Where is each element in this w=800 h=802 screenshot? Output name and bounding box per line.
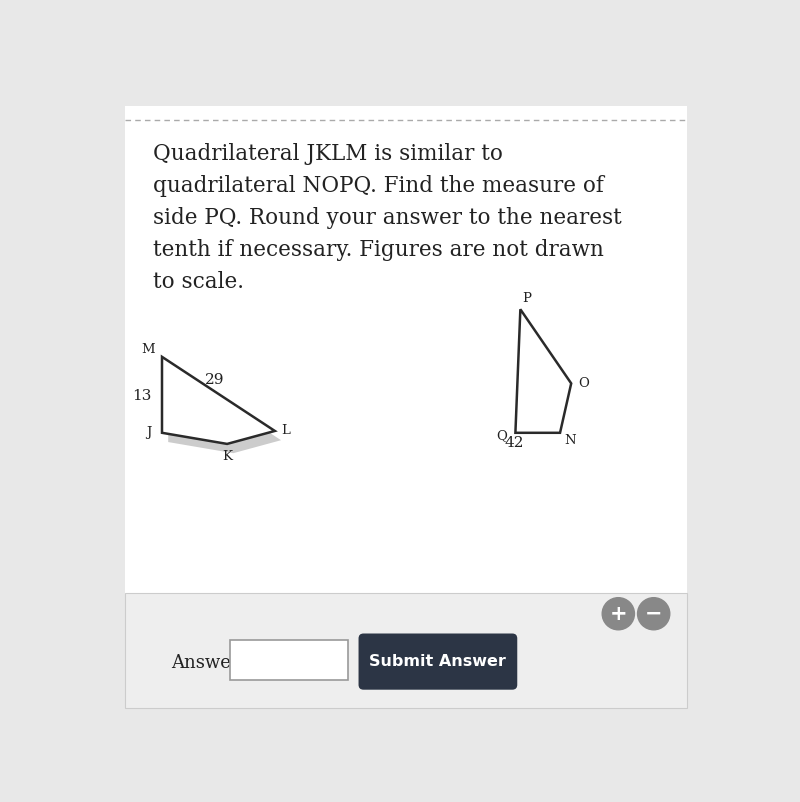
Text: Quadrilateral JKLM is similar to
quadrilateral NOPQ. Find the measure of
side PQ: Quadrilateral JKLM is similar to quadril… xyxy=(153,143,622,294)
Text: 29: 29 xyxy=(205,373,225,387)
Text: O: O xyxy=(578,377,589,390)
Text: Q: Q xyxy=(496,429,507,442)
Text: K: K xyxy=(222,450,232,463)
Text: +: + xyxy=(610,604,627,624)
FancyBboxPatch shape xyxy=(125,593,686,707)
Polygon shape xyxy=(515,310,571,433)
Polygon shape xyxy=(168,366,281,453)
Polygon shape xyxy=(162,357,275,444)
Text: P: P xyxy=(522,292,531,305)
FancyBboxPatch shape xyxy=(230,640,348,680)
Text: 42: 42 xyxy=(505,436,524,450)
Text: J: J xyxy=(146,427,151,439)
Text: −: − xyxy=(645,604,662,624)
FancyBboxPatch shape xyxy=(358,634,518,690)
Circle shape xyxy=(638,597,670,630)
Text: L: L xyxy=(282,424,290,437)
Text: M: M xyxy=(142,343,155,356)
FancyBboxPatch shape xyxy=(125,106,686,707)
Circle shape xyxy=(602,597,634,630)
Text: N: N xyxy=(564,434,576,447)
Text: Answer:: Answer: xyxy=(171,654,246,672)
Text: Submit Answer: Submit Answer xyxy=(370,654,506,669)
Text: 13: 13 xyxy=(133,389,152,403)
